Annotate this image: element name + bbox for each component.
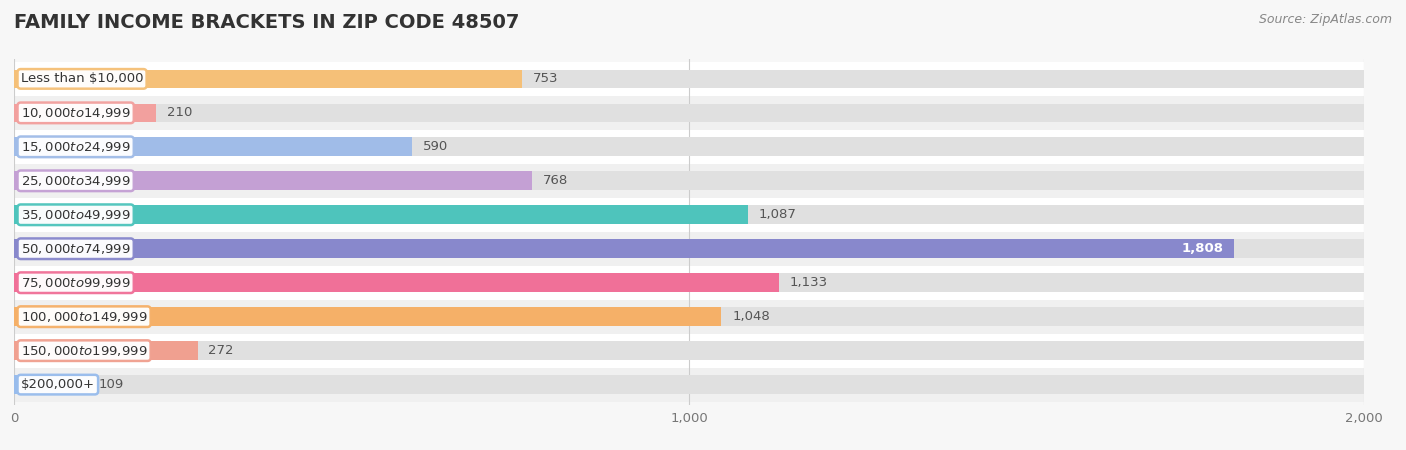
- Bar: [14, 205, 1364, 224]
- Bar: [14, 273, 779, 292]
- Text: $35,000 to $49,999: $35,000 to $49,999: [21, 208, 131, 222]
- Text: 1,808: 1,808: [1181, 242, 1223, 255]
- Text: 1,133: 1,133: [790, 276, 828, 289]
- Text: $10,000 to $14,999: $10,000 to $14,999: [21, 106, 131, 120]
- Bar: [14, 341, 1364, 360]
- Text: 210: 210: [166, 106, 193, 119]
- Text: 590: 590: [423, 140, 449, 153]
- Bar: [0, 130, 1406, 164]
- Bar: [14, 239, 1364, 258]
- Bar: [14, 375, 1364, 394]
- Bar: [14, 205, 748, 224]
- Bar: [14, 138, 1364, 156]
- Text: Less than $10,000: Less than $10,000: [21, 72, 143, 86]
- Bar: [0, 333, 1406, 368]
- Bar: [0, 96, 1406, 130]
- Text: 1,087: 1,087: [758, 208, 796, 221]
- Bar: [14, 171, 1364, 190]
- Bar: [0, 300, 1406, 333]
- Text: $15,000 to $24,999: $15,000 to $24,999: [21, 140, 131, 154]
- Bar: [14, 70, 1364, 88]
- Bar: [14, 171, 533, 190]
- Bar: [14, 341, 198, 360]
- Bar: [0, 368, 1406, 401]
- Text: $25,000 to $34,999: $25,000 to $34,999: [21, 174, 131, 188]
- Bar: [14, 375, 87, 394]
- Bar: [0, 266, 1406, 300]
- Text: $150,000 to $199,999: $150,000 to $199,999: [21, 344, 148, 358]
- Text: $200,000+: $200,000+: [21, 378, 94, 391]
- Text: 109: 109: [98, 378, 124, 391]
- Bar: [14, 70, 522, 88]
- Bar: [14, 273, 1364, 292]
- Bar: [14, 104, 156, 122]
- Bar: [0, 62, 1406, 96]
- Text: $75,000 to $99,999: $75,000 to $99,999: [21, 276, 131, 290]
- Bar: [14, 104, 1364, 122]
- Bar: [0, 232, 1406, 266]
- Bar: [0, 164, 1406, 198]
- Bar: [0, 198, 1406, 232]
- Text: 768: 768: [543, 174, 568, 187]
- Text: 753: 753: [533, 72, 558, 86]
- Text: 272: 272: [208, 344, 233, 357]
- Text: FAMILY INCOME BRACKETS IN ZIP CODE 48507: FAMILY INCOME BRACKETS IN ZIP CODE 48507: [14, 14, 519, 32]
- Text: 1,048: 1,048: [733, 310, 770, 323]
- Text: $100,000 to $149,999: $100,000 to $149,999: [21, 310, 148, 324]
- Text: $50,000 to $74,999: $50,000 to $74,999: [21, 242, 131, 256]
- Bar: [14, 307, 721, 326]
- Bar: [14, 138, 412, 156]
- Bar: [14, 307, 1364, 326]
- Bar: [14, 239, 1234, 258]
- Text: Source: ZipAtlas.com: Source: ZipAtlas.com: [1258, 14, 1392, 27]
